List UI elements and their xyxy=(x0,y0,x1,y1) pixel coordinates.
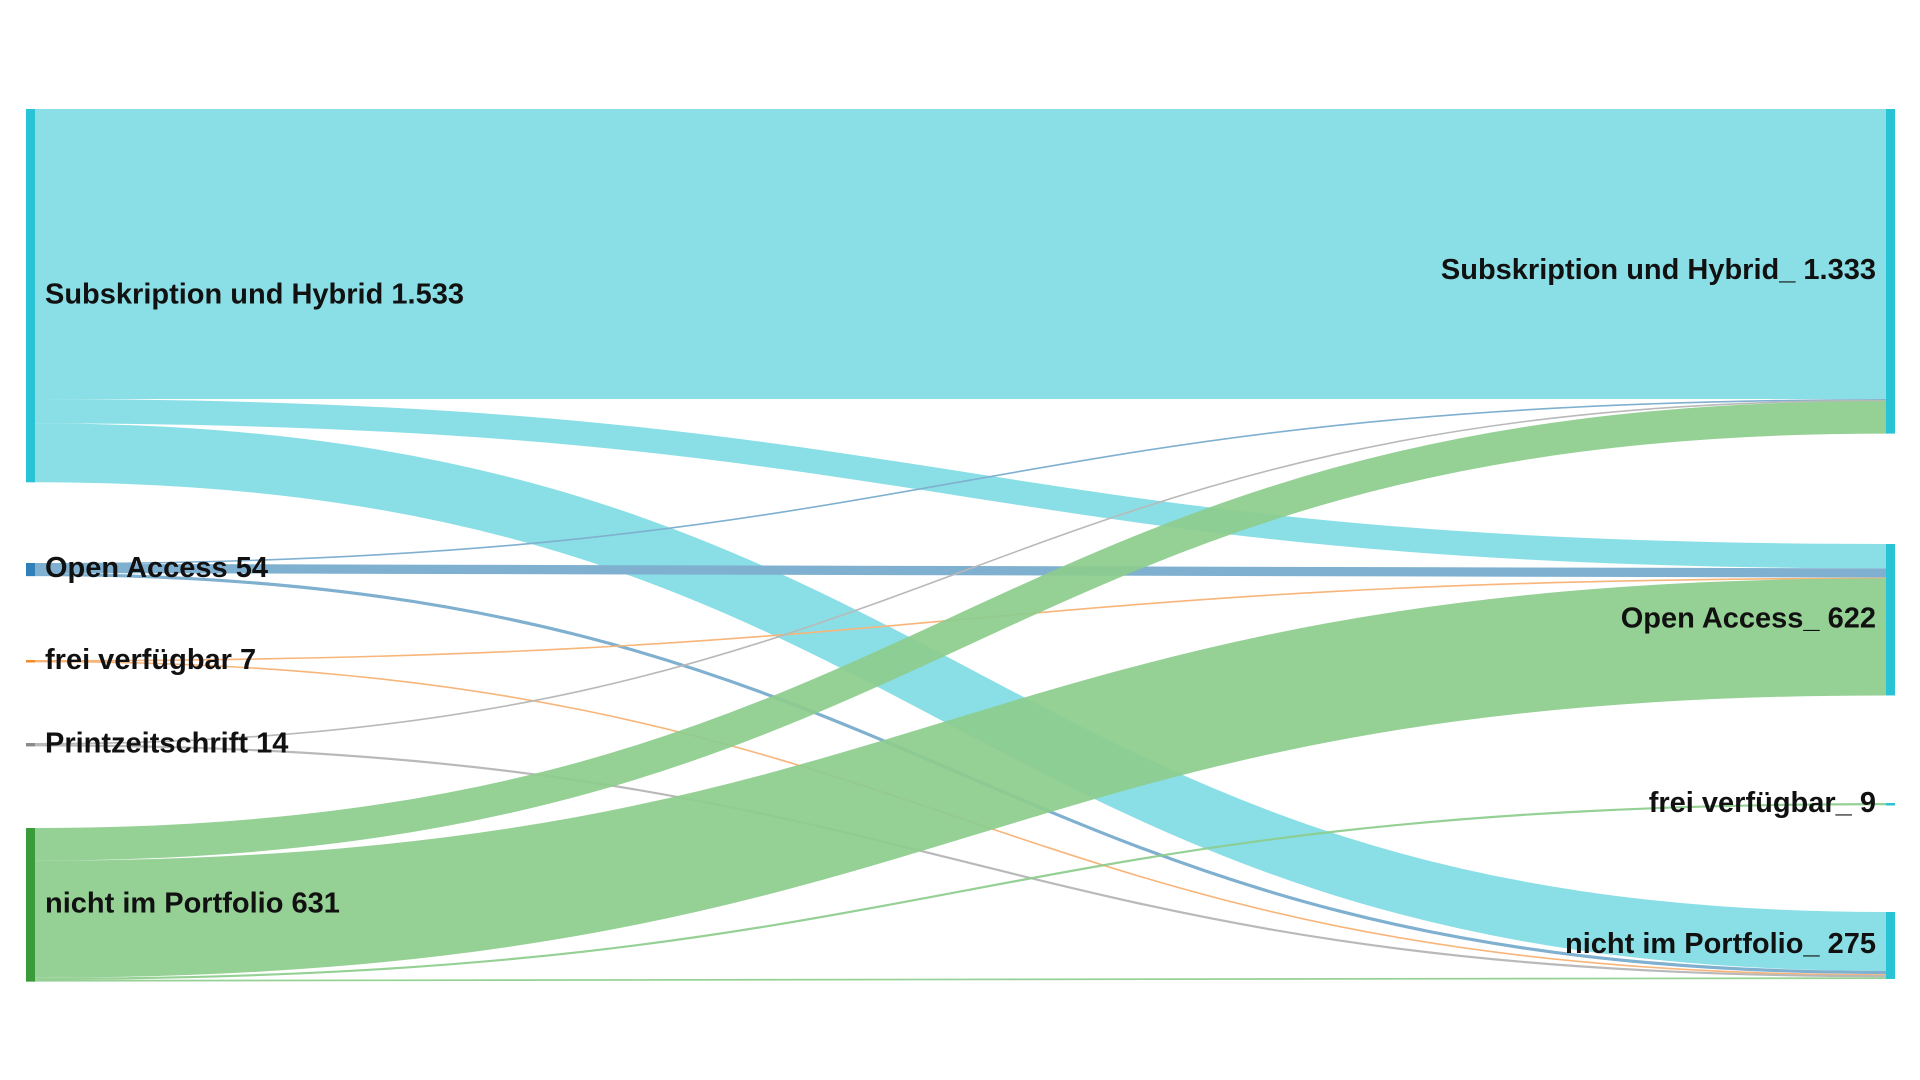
nodes-layer xyxy=(26,109,1895,982)
node-t_frei xyxy=(1886,803,1895,806)
label-s_sub: Subskription und Hybrid 1.533 xyxy=(45,278,464,310)
node-s_oa xyxy=(26,563,35,577)
label-s_nicht: nicht im Portfolio 631 xyxy=(45,887,340,919)
link-s_sub-to-t_oa xyxy=(34,399,1887,569)
node-t_sub xyxy=(1886,109,1895,434)
link-s_oa-to-t_sub xyxy=(34,399,1887,565)
label-s_oa: Open Access 54 xyxy=(45,552,268,584)
link-s_nicht-to-t_sub xyxy=(34,400,1887,861)
node-s_print xyxy=(26,743,35,747)
label-t_oa: Open Access_ 622 xyxy=(1621,602,1876,634)
label-s_frei: frei verfügbar 7 xyxy=(45,644,256,676)
label-t_sub: Subskription und Hybrid_ 1.333 xyxy=(1441,254,1876,286)
label-t_nicht: nicht im Portfolio_ 275 xyxy=(1565,928,1876,960)
node-t_oa xyxy=(1886,544,1895,696)
link-s_sub-to-t_nicht xyxy=(34,423,1887,971)
link-s_nicht-to-t_frei xyxy=(34,803,1887,980)
link-s_print-to-t_sub xyxy=(34,399,1887,745)
link-s_oa-to-t_oa xyxy=(34,563,1887,578)
links-layer xyxy=(34,108,1887,982)
link-s_nicht-to-t_nicht xyxy=(34,977,1887,982)
link-s_print-to-t_nicht xyxy=(34,744,1887,978)
link-s_nicht-to-t_oa xyxy=(34,578,1887,978)
label-t_frei: frei verfügbar_ 9 xyxy=(1649,787,1876,819)
node-s_frei xyxy=(26,660,35,663)
node-t_nicht xyxy=(1886,912,1895,979)
node-s_sub xyxy=(26,109,35,483)
labels-layer: Subskription und Hybrid 1.533 Open Access… xyxy=(45,254,1876,960)
node-s_nicht xyxy=(26,828,35,982)
label-s_print: Printzeitschrift 14 xyxy=(45,727,288,759)
